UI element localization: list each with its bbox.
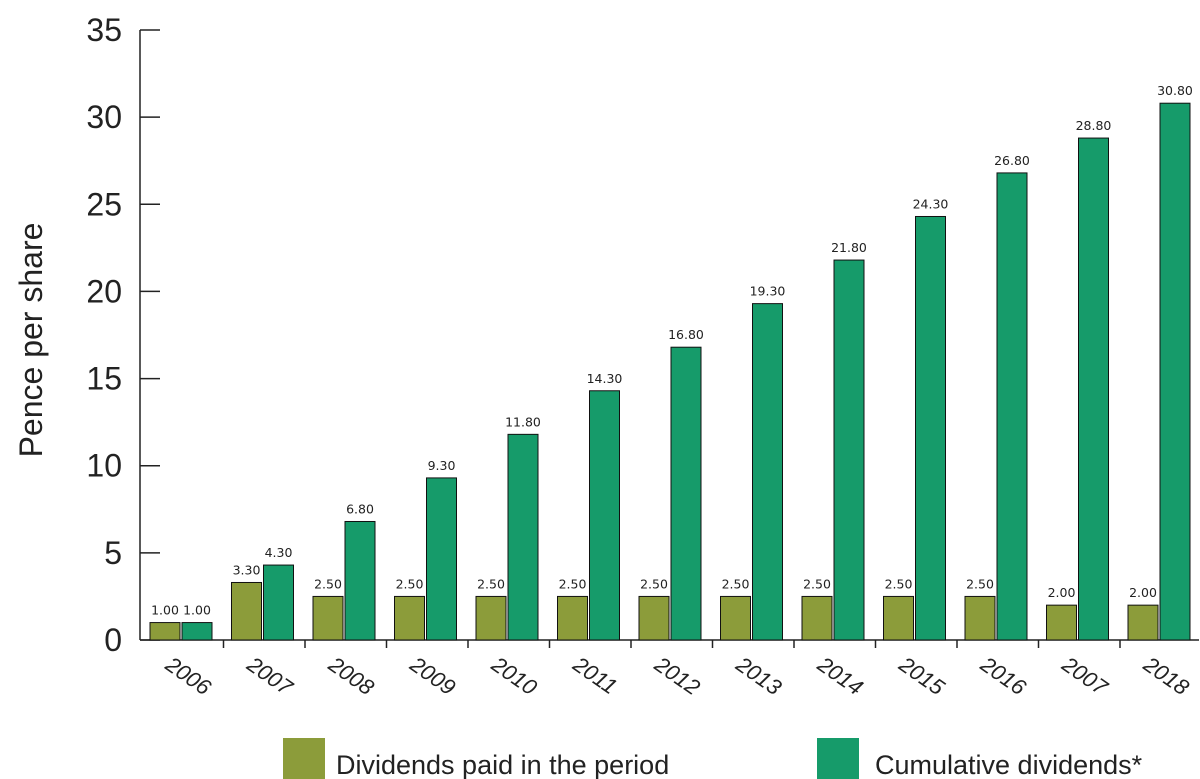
y-tick-label: 15 xyxy=(86,361,122,397)
bar-cumulative-dividends xyxy=(589,390,620,641)
data-label: 1.00 xyxy=(151,603,179,618)
data-label: 2.50 xyxy=(396,576,424,591)
y-tick-label: 0 xyxy=(104,622,122,658)
bars: 1.00 1.00 2006 3.30 4.30 2007 2.50 6.80 2008 2.50… xyxy=(149,83,1194,701)
x-tick-label: 2018 xyxy=(1138,651,1194,701)
bar-cumulative-dividends xyxy=(1159,102,1191,641)
data-label: 1.00 xyxy=(183,603,211,618)
x-tick-label: 2008 xyxy=(323,651,379,701)
data-label: 2.00 xyxy=(1048,585,1076,600)
data-label: 2.50 xyxy=(966,576,994,591)
x-tick-label: 2013 xyxy=(731,651,787,701)
data-label: 9.30 xyxy=(428,458,456,473)
data-label: 2.50 xyxy=(640,576,668,591)
bar-cumulative-dividends xyxy=(833,259,865,641)
bar-dividends-paid xyxy=(720,595,751,641)
x-tick-label: 2011 xyxy=(568,651,622,699)
y-tick-label: 30 xyxy=(86,99,122,135)
data-label: 11.80 xyxy=(505,414,541,429)
x-tick-label: 2007 xyxy=(1057,651,1113,701)
data-label: 19.30 xyxy=(750,284,786,299)
data-label: 2.50 xyxy=(803,576,831,591)
data-label: 2.00 xyxy=(1129,585,1157,600)
x-tick-label: 2006 xyxy=(160,651,216,701)
bar-dividends-paid xyxy=(801,595,833,641)
bar-cumulative-dividends xyxy=(181,622,213,641)
bar-dividends-paid xyxy=(1127,604,1159,641)
data-label: 3.30 xyxy=(233,562,261,577)
bar-dividends-paid xyxy=(475,595,507,641)
x-tick-label: 2010 xyxy=(486,651,542,701)
legend-swatch xyxy=(283,738,325,779)
data-label: 2.50 xyxy=(885,576,913,591)
bar-dividends-paid xyxy=(638,595,670,641)
bar-cumulative-dividends xyxy=(426,477,457,641)
bar-dividends-paid xyxy=(149,622,181,641)
bar-dividends-paid xyxy=(557,595,588,641)
data-label: 2.50 xyxy=(314,576,342,591)
bar-cumulative-dividends xyxy=(507,433,539,641)
data-label: 6.80 xyxy=(346,501,374,516)
y-tick-label: 5 xyxy=(104,535,122,571)
bar-cumulative-dividends xyxy=(263,564,294,641)
legend: Dividends paid in the period Cumulative d… xyxy=(283,738,1143,779)
x-tick-label: 2009 xyxy=(405,651,460,700)
bar-cumulative-dividends xyxy=(996,172,1028,641)
bar-dividends-paid xyxy=(883,595,914,641)
bar-dividends-paid xyxy=(394,595,425,641)
data-label: 26.80 xyxy=(994,153,1030,168)
y-tick-label: 20 xyxy=(86,273,122,309)
axes: 0 5 10 15 20 25 30 35 xyxy=(86,12,1199,658)
x-tick-label: 2014 xyxy=(812,651,867,700)
bar-cumulative-dividends xyxy=(344,520,376,641)
data-label: 2.50 xyxy=(559,576,587,591)
y-tick-label: 25 xyxy=(86,186,122,222)
x-tick-label: 2015 xyxy=(894,651,950,701)
data-label: 28.80 xyxy=(1076,118,1112,133)
bar-cumulative-dividends xyxy=(670,346,702,641)
bar-cumulative-dividends xyxy=(752,303,783,641)
x-tick-label: 2016 xyxy=(975,651,1031,701)
data-label: 14.30 xyxy=(587,371,623,386)
data-label: 21.80 xyxy=(831,240,867,255)
bar-dividends-paid xyxy=(312,595,344,641)
data-label: 24.30 xyxy=(913,196,949,211)
x-tick-label: 2007 xyxy=(242,651,298,701)
bar-cumulative-dividends xyxy=(915,215,946,641)
data-label: 16.80 xyxy=(668,327,704,342)
data-label: 2.50 xyxy=(477,576,505,591)
y-tick-label: 35 xyxy=(86,12,122,48)
bar-dividends-paid xyxy=(964,595,996,641)
data-label: 4.30 xyxy=(265,545,293,560)
y-tick-label: 10 xyxy=(86,448,122,484)
legend-label: Cumulative dividends* xyxy=(875,750,1143,779)
bar-dividends-paid xyxy=(231,581,262,641)
bar-dividends-paid xyxy=(1046,604,1077,641)
data-label: 30.80 xyxy=(1157,83,1193,98)
legend-label: Dividends paid in the period xyxy=(336,750,669,779)
y-axis-label: Pence per share xyxy=(13,223,49,458)
x-tick-label: 2012 xyxy=(649,651,704,700)
data-label: 2.50 xyxy=(722,576,750,591)
legend-swatch xyxy=(817,738,859,779)
bar-cumulative-dividends xyxy=(1078,137,1109,641)
